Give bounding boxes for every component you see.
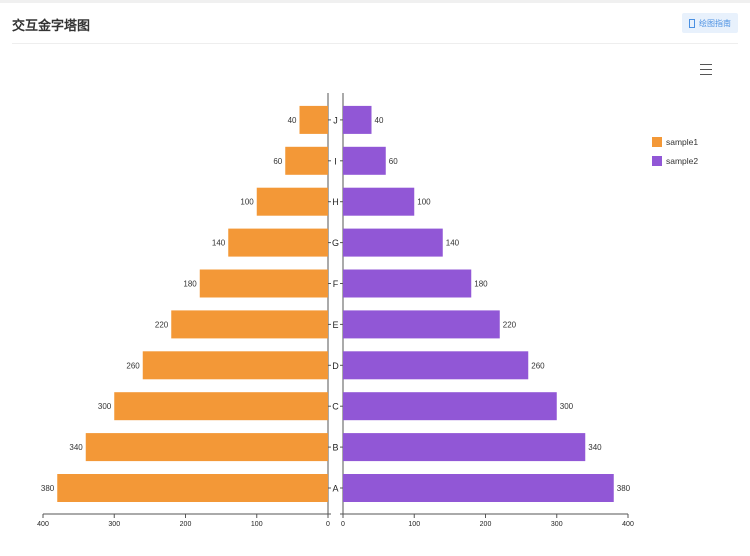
data-label: 60	[389, 157, 398, 166]
legend-label-sample1[interactable]: sample1	[666, 137, 698, 147]
guide-label: 绘图指南	[699, 18, 731, 28]
divider	[12, 43, 738, 44]
data-label: 340	[588, 443, 602, 452]
data-label: 60	[273, 157, 282, 166]
data-label: 40	[375, 116, 384, 125]
data-label: 220	[503, 320, 517, 329]
x-tick-label: 200	[480, 521, 492, 528]
bar-sample1[interactable]	[142, 351, 328, 380]
data-label: 180	[183, 280, 197, 289]
bar-sample1[interactable]	[256, 187, 328, 216]
x-tick-label: 100	[251, 521, 263, 528]
data-label: 260	[126, 361, 140, 370]
bar-sample2[interactable]	[343, 269, 472, 298]
bar-sample2[interactable]	[343, 351, 529, 380]
bar-sample2[interactable]	[343, 310, 500, 339]
page-title: 交互金字塔图	[12, 18, 91, 33]
data-label: 180	[474, 280, 488, 289]
category-label: D	[332, 361, 339, 371]
bar-sample2[interactable]	[343, 105, 372, 134]
category-label: B	[332, 443, 338, 453]
data-label: 260	[531, 361, 545, 370]
data-label: 140	[446, 239, 460, 248]
x-tick-label: 400	[622, 521, 634, 528]
data-label: 300	[560, 402, 574, 411]
x-tick-label: 300	[108, 521, 120, 528]
data-label: 300	[98, 402, 112, 411]
bar-sample2[interactable]	[343, 228, 443, 257]
category-label: G	[332, 238, 339, 248]
category-label: E	[332, 320, 338, 330]
drawing-guide-button[interactable]: 绘图指南	[682, 13, 738, 33]
bar-sample2[interactable]	[343, 392, 557, 421]
x-tick-label: 300	[551, 521, 563, 528]
data-label: 140	[212, 239, 226, 248]
hamburger-menu-icon[interactable]	[700, 64, 712, 79]
data-label: 220	[155, 320, 169, 329]
bar-sample2[interactable]	[343, 187, 415, 216]
x-tick-label: 400	[37, 521, 49, 528]
bar-sample1[interactable]	[199, 269, 328, 298]
bar-sample1[interactable]	[299, 105, 329, 134]
data-label: 40	[288, 116, 297, 125]
bar-sample2[interactable]	[343, 474, 614, 502]
document-icon	[689, 18, 695, 28]
category-label: H	[332, 197, 339, 207]
x-tick-label: 0	[341, 521, 345, 528]
bar-sample2[interactable]	[343, 146, 386, 175]
x-tick-label: 0	[326, 521, 330, 528]
bar-sample1[interactable]	[228, 228, 328, 257]
top-border	[0, 0, 750, 3]
legend-label-sample2[interactable]: sample2	[666, 156, 698, 166]
data-label: 100	[240, 198, 254, 207]
legend-swatch-sample1	[652, 137, 662, 147]
bar-sample1[interactable]	[171, 310, 328, 339]
category-label: I	[334, 156, 337, 166]
category-label: A	[332, 484, 338, 494]
legend-swatch-sample2	[652, 156, 662, 166]
category-label: J	[333, 115, 338, 125]
bar-sample1[interactable]	[114, 392, 328, 421]
data-label: 340	[69, 443, 83, 452]
x-tick-label: 100	[408, 521, 420, 528]
bar-sample1[interactable]	[85, 433, 328, 462]
bar-sample1[interactable]	[57, 474, 328, 502]
data-label: 100	[417, 198, 431, 207]
category-label: F	[333, 279, 339, 289]
data-label: 380	[41, 484, 55, 493]
bar-sample2[interactable]	[343, 433, 586, 462]
bar-sample1[interactable]	[285, 146, 328, 175]
data-label: 380	[617, 484, 631, 493]
category-label: C	[332, 402, 339, 412]
x-tick-label: 200	[180, 521, 192, 528]
